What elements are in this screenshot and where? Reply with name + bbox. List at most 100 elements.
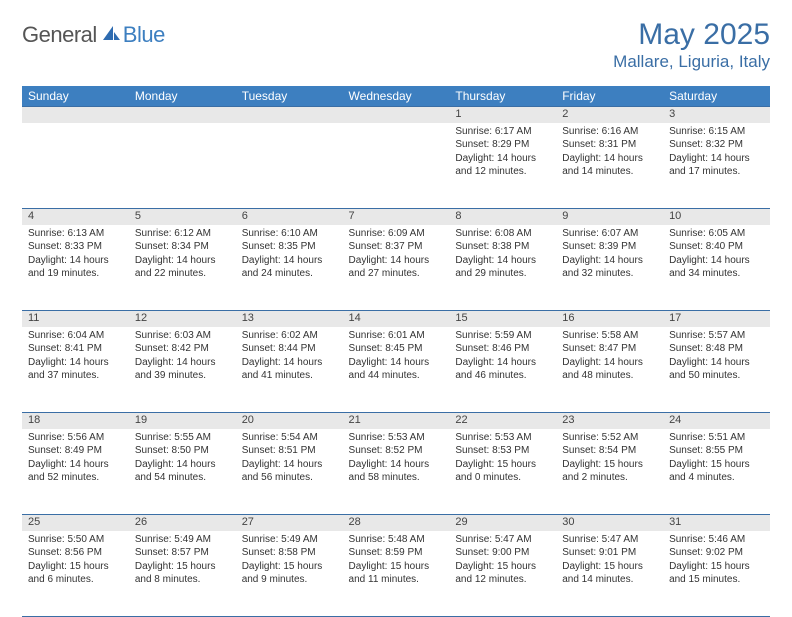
day-number-cell: 26 — [129, 515, 236, 531]
sunrise-line: Sunrise: 5:51 AM — [669, 431, 764, 445]
page-title: May 2025 — [613, 18, 770, 52]
daylight-line: Daylight: 14 hours and 50 minutes. — [669, 356, 764, 383]
sunrise-line: Sunrise: 5:55 AM — [135, 431, 230, 445]
day-detail-cell: Sunrise: 5:49 AMSunset: 8:58 PMDaylight:… — [236, 531, 343, 617]
day-detail-cell: Sunrise: 6:10 AMSunset: 8:35 PMDaylight:… — [236, 225, 343, 311]
daylight-line: Daylight: 15 hours and 9 minutes. — [242, 560, 337, 587]
calendar-table: SundayMondayTuesdayWednesdayThursdayFrid… — [22, 86, 770, 617]
day-detail-cell: Sunrise: 6:15 AMSunset: 8:32 PMDaylight:… — [663, 123, 770, 209]
day-detail-cell: Sunrise: 6:07 AMSunset: 8:39 PMDaylight:… — [556, 225, 663, 311]
sunset-line: Sunset: 9:00 PM — [455, 546, 550, 560]
daylight-line: Daylight: 14 hours and 46 minutes. — [455, 356, 550, 383]
day-number-cell: 10 — [663, 209, 770, 225]
day-detail-cell — [129, 123, 236, 209]
day-detail-cell: Sunrise: 5:53 AMSunset: 8:53 PMDaylight:… — [449, 429, 556, 515]
sunrise-line: Sunrise: 5:56 AM — [28, 431, 123, 445]
sunrise-line: Sunrise: 5:53 AM — [349, 431, 444, 445]
sunrise-line: Sunrise: 5:46 AM — [669, 533, 764, 547]
day-detail-cell: Sunrise: 5:46 AMSunset: 9:02 PMDaylight:… — [663, 531, 770, 617]
day-number-cell — [22, 107, 129, 123]
day-detail-cell: Sunrise: 6:16 AMSunset: 8:31 PMDaylight:… — [556, 123, 663, 209]
day-number-cell: 29 — [449, 515, 556, 531]
sunrise-line: Sunrise: 5:49 AM — [135, 533, 230, 547]
daylight-line: Daylight: 15 hours and 2 minutes. — [562, 458, 657, 485]
sunrise-line: Sunrise: 6:09 AM — [349, 227, 444, 241]
daylight-line: Daylight: 14 hours and 37 minutes. — [28, 356, 123, 383]
sunset-line: Sunset: 8:55 PM — [669, 444, 764, 458]
sunrise-line: Sunrise: 6:12 AM — [135, 227, 230, 241]
daylight-line: Daylight: 15 hours and 14 minutes. — [562, 560, 657, 587]
daylight-line: Daylight: 14 hours and 12 minutes. — [455, 152, 550, 179]
daynum-row: 11121314151617 — [22, 311, 770, 327]
daylight-line: Daylight: 15 hours and 11 minutes. — [349, 560, 444, 587]
day-detail-cell: Sunrise: 5:49 AMSunset: 8:57 PMDaylight:… — [129, 531, 236, 617]
weekday-header: Sunday — [22, 86, 129, 107]
daylight-line: Daylight: 14 hours and 58 minutes. — [349, 458, 444, 485]
sunset-line: Sunset: 8:38 PM — [455, 240, 550, 254]
day-detail-cell: Sunrise: 6:12 AMSunset: 8:34 PMDaylight:… — [129, 225, 236, 311]
sunset-line: Sunset: 8:51 PM — [242, 444, 337, 458]
day-number-cell: 7 — [343, 209, 450, 225]
sunset-line: Sunset: 8:58 PM — [242, 546, 337, 560]
sunset-line: Sunset: 8:54 PM — [562, 444, 657, 458]
sunset-line: Sunset: 8:48 PM — [669, 342, 764, 356]
daylight-line: Daylight: 14 hours and 24 minutes. — [242, 254, 337, 281]
day-number-cell: 5 — [129, 209, 236, 225]
detail-row: Sunrise: 5:56 AMSunset: 8:49 PM Daylight:… — [22, 429, 770, 515]
day-number-cell: 2 — [556, 107, 663, 123]
sunset-line: Sunset: 8:32 PM — [669, 138, 764, 152]
day-detail-cell: Sunrise: 6:08 AMSunset: 8:38 PMDaylight:… — [449, 225, 556, 311]
day-detail-cell: Sunrise: 5:55 AMSunset: 8:50 PMDaylight:… — [129, 429, 236, 515]
day-detail-cell: Sunrise: 5:58 AMSunset: 8:47 PMDaylight:… — [556, 327, 663, 413]
weekday-header: Thursday — [449, 86, 556, 107]
sunrise-line: Sunrise: 6:15 AM — [669, 125, 764, 139]
day-detail-cell: Sunrise: 5:54 AMSunset: 8:51 PMDaylight:… — [236, 429, 343, 515]
daylight-line: Daylight: 14 hours and 19 minutes. — [28, 254, 123, 281]
daylight-line: Daylight: 14 hours and 39 minutes. — [135, 356, 230, 383]
day-number-cell: 30 — [556, 515, 663, 531]
weekday-header: Tuesday — [236, 86, 343, 107]
daylight-line: Daylight: 14 hours and 29 minutes. — [455, 254, 550, 281]
day-number-cell: 21 — [343, 413, 450, 429]
day-number-cell: 11 — [22, 311, 129, 327]
daylight-line: Daylight: 14 hours and 56 minutes. — [242, 458, 337, 485]
sunrise-line: Sunrise: 6:05 AM — [669, 227, 764, 241]
day-number-cell: 12 — [129, 311, 236, 327]
daynum-row: 25262728293031 — [22, 515, 770, 531]
daylight-line: Daylight: 14 hours and 48 minutes. — [562, 356, 657, 383]
sunrise-line: Sunrise: 5:48 AM — [349, 533, 444, 547]
day-number-cell: 3 — [663, 107, 770, 123]
sunrise-line: Sunrise: 5:47 AM — [562, 533, 657, 547]
sunrise-line: Sunrise: 6:10 AM — [242, 227, 337, 241]
sunset-line: Sunset: 8:49 PM — [28, 444, 123, 458]
day-number-cell: 16 — [556, 311, 663, 327]
weekday-header-row: SundayMondayTuesdayWednesdayThursdayFrid… — [22, 86, 770, 107]
sunset-line: Sunset: 8:31 PM — [562, 138, 657, 152]
day-number-cell: 4 — [22, 209, 129, 225]
day-detail-cell: Sunrise: 5:53 AMSunset: 8:52 PMDaylight:… — [343, 429, 450, 515]
day-number-cell: 1 — [449, 107, 556, 123]
day-detail-cell: Sunrise: 5:50 AMSunset: 8:56 PMDaylight:… — [22, 531, 129, 617]
day-number-cell: 8 — [449, 209, 556, 225]
day-detail-cell: Sunrise: 6:09 AMSunset: 8:37 PMDaylight:… — [343, 225, 450, 311]
day-number-cell: 23 — [556, 413, 663, 429]
day-detail-cell: Sunrise: 6:01 AMSunset: 8:45 PMDaylight:… — [343, 327, 450, 413]
day-number-cell: 6 — [236, 209, 343, 225]
sunrise-line: Sunrise: 5:50 AM — [28, 533, 123, 547]
day-detail-cell — [343, 123, 450, 209]
logo-text-general: General — [22, 22, 97, 48]
detail-row: Sunrise: 6:13 AMSunset: 8:33 PMDaylight:… — [22, 225, 770, 311]
detail-row: Sunrise: 6:04 AMSunset: 8:41 PMDaylight:… — [22, 327, 770, 413]
logo-text-blue: Blue — [123, 22, 165, 48]
sunset-line: Sunset: 8:41 PM — [28, 342, 123, 356]
sunset-line: Sunset: 8:53 PM — [455, 444, 550, 458]
sunrise-line: Sunrise: 5:49 AM — [242, 533, 337, 547]
day-detail-cell — [22, 123, 129, 209]
title-block: May 2025 Mallare, Liguria, Italy — [613, 18, 770, 72]
sunrise-line: Sunrise: 5:53 AM — [455, 431, 550, 445]
weekday-header: Saturday — [663, 86, 770, 107]
day-number-cell: 31 — [663, 515, 770, 531]
sunrise-line: Sunrise: 6:03 AM — [135, 329, 230, 343]
daylight-line: Daylight: 15 hours and 0 minutes. — [455, 458, 550, 485]
day-detail-cell: Sunrise: 6:02 AMSunset: 8:44 PMDaylight:… — [236, 327, 343, 413]
